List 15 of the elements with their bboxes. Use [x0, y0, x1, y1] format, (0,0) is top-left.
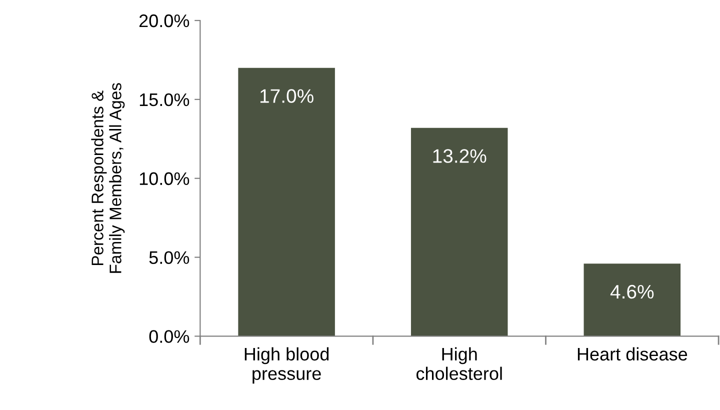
- data-label: 17.0%: [260, 89, 314, 103]
- x-tick-label: High blood pressure: [244, 347, 329, 384]
- y-tick-label: 10.0%: [140, 172, 190, 186]
- y-tick-label: 0.0%: [149, 330, 190, 343]
- bar: [238, 68, 335, 336]
- y-tick-label: 20.0%: [139, 14, 190, 28]
- y-tick-label: 15.0%: [140, 93, 190, 106]
- bar: [584, 264, 681, 336]
- x-tick-label: High cholesterol: [416, 347, 502, 380]
- y-tick-label: 5.0%: [149, 251, 190, 264]
- y-axis-title: Percent Respondents & Family Members, All Ages: [91, 83, 125, 273]
- data-label: 4.6%: [610, 284, 654, 299]
- bar: [410, 128, 508, 336]
- x-tick-label: Heart disease: [578, 347, 688, 361]
- data-label: 13.2%: [433, 149, 486, 163]
